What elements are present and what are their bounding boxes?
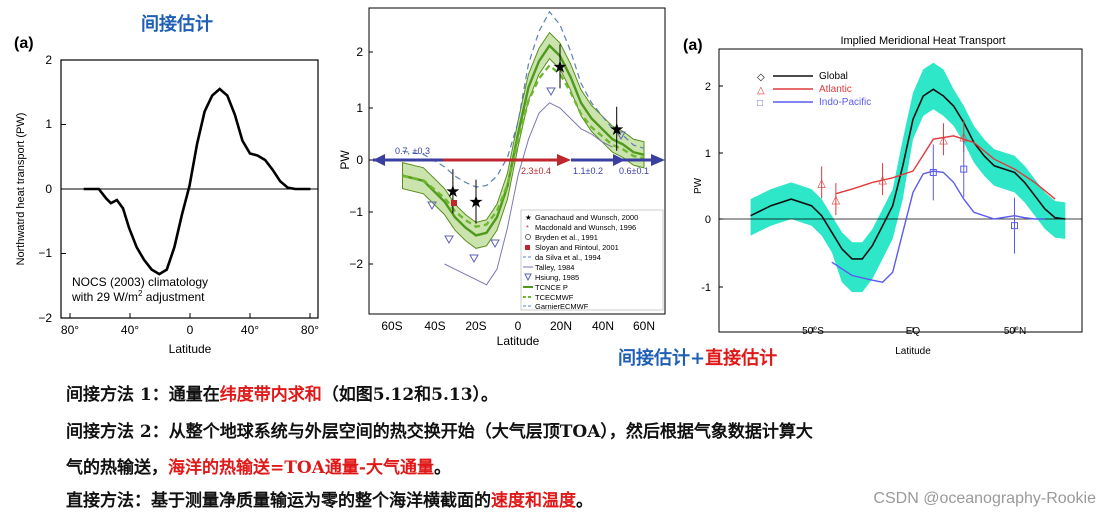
text-line-1: 间接方法 1：通量在纬度带内求和（如图5.12和5.13）。 <box>66 385 499 405</box>
ytick-label: −1 <box>38 246 52 260</box>
text-line-4: 直接方法：基于测量净质量输运为零的整个海洋横截面的速度和温度。 <box>66 491 593 511</box>
xtick-label: 80° <box>301 323 319 337</box>
legend: ★ Ganachaud and Wunsch, 2000 * Macdonald a… <box>520 209 664 311</box>
indirect-estimate-title: 间接估计 <box>141 14 213 35</box>
y-axis-label: PW <box>693 177 704 194</box>
svg-text:★: ★ <box>525 213 532 222</box>
ytick-label: 1 <box>705 148 711 160</box>
garnier-series <box>402 10 645 188</box>
svg-text:□: □ <box>757 98 763 109</box>
legend-entry: Bryden et al., 1991 <box>535 233 598 242</box>
text-line-3: 气的热输送，海洋的热输送=TOA通量-大气通量。 <box>66 458 451 478</box>
talley-series <box>444 102 613 286</box>
legend-entry: Ganachaud and Wunsch, 2000 <box>535 213 638 222</box>
panel-label: (a) <box>683 37 703 54</box>
legend-entry: Hsiung, 1985 <box>535 273 579 282</box>
x-axis-label: Latitude <box>895 346 931 357</box>
ganachaud-star: ★ <box>445 182 460 201</box>
combined-estimate-title: 间接估计+直接估计 <box>618 348 778 369</box>
panel-label: (a) <box>14 35 34 52</box>
xtick-label: 40° <box>121 323 139 337</box>
xtick-label: 40S <box>424 319 445 333</box>
arrow-south-head <box>373 154 385 166</box>
indo-pacific-series <box>831 170 1045 283</box>
tcncep-uncertainty-band <box>402 31 645 249</box>
xtick-label: 80° <box>61 323 79 337</box>
xtick-label: 60N <box>633 319 655 333</box>
legend-entry: Atlantic <box>819 84 852 95</box>
ytick-label: 0 <box>705 214 711 226</box>
legend-entry: Sloyan and Rintoul, 2001 <box>535 243 619 252</box>
y-axis-label: Northwatrd heat transport (PW) <box>15 113 27 266</box>
ytick-label: −2 <box>38 311 52 325</box>
ytick-label: 0 <box>356 153 363 167</box>
legend-entry: Indo-Pacific <box>819 97 871 108</box>
global-series <box>750 88 1066 260</box>
chart-title: Implied Meridional Heat Transport <box>840 35 1005 47</box>
xtick-label: 20N <box>550 319 572 333</box>
xtick-label: 0 <box>187 323 194 337</box>
note-line-1: NOCS (2003) climatology <box>72 275 208 289</box>
arrow-north-head <box>651 154 665 166</box>
ytick-label: −2 <box>349 257 363 271</box>
text-line-2: 间接方法 2：从整个地球系统与外层空间的热交换开始（大气层顶TOA），然后根据气… <box>66 422 813 442</box>
xtick-label: EQ <box>906 326 921 337</box>
chart-nocs-heat-transport: (a) 2 1 0 −1 −2 80° 40° 0 40° 80° Latitu… <box>14 35 319 356</box>
tcncep-series <box>402 43 645 237</box>
nocs-transport-series <box>83 87 311 276</box>
xtick-label: 0 <box>515 319 522 333</box>
hsiung-markers <box>427 87 626 264</box>
ytick-label: 2 <box>356 45 363 59</box>
legend: ◇ Global △ Atlantic □ Indo-Pacific <box>757 71 871 109</box>
arrow-label: 1.1±0.2 <box>573 166 603 176</box>
legend-entry: Talley, 1984 <box>535 263 574 272</box>
legend-entry: da Silva et al., 1994 <box>535 253 601 262</box>
ganachaud-star: ★ <box>609 120 624 139</box>
ytick-label: 0 <box>45 182 52 196</box>
legend-entry: TCECMWF <box>535 293 574 302</box>
xtick-label: 50°N <box>1004 326 1026 337</box>
ytick-label: 1 <box>45 117 52 131</box>
svg-text:*: * <box>526 223 529 232</box>
legend-entry: GarnierECMWF <box>535 302 589 311</box>
watermark: CSDN @oceanography-Rookie <box>873 490 1096 507</box>
legend-entry: TCNCE P <box>535 283 568 292</box>
tcecmwf-series <box>402 63 645 228</box>
note-line-2: with 29 W/m2 adjustment <box>71 289 205 304</box>
xtick-label: 50°S <box>802 326 824 337</box>
arrow-label: 0.6±0.1 <box>619 166 649 176</box>
ganachaud-star: ★ <box>552 57 567 76</box>
ytick-label: -1 <box>701 282 711 294</box>
x-axis-label: Latitude <box>497 334 540 348</box>
arrow-tropics-head <box>557 154 571 166</box>
ganachaud-markers: ★ ★ ★ ★ <box>445 44 624 224</box>
legend-entry: Global <box>819 71 848 82</box>
svg-text:◇: ◇ <box>757 72 765 83</box>
arrow-label: 0.7, ±0.3 <box>395 146 430 156</box>
global-uncertainty-band <box>750 62 1066 293</box>
xtick-label: 20S <box>465 319 486 333</box>
svg-text:△: △ <box>757 85 765 96</box>
chart-ocean-heat-transport-comparison: 0.7, ±0.3 2.3±0.4 1.1±0.2 0.6±0.1 ★ ★ ★ ★ 2… <box>338 7 666 348</box>
xtick-label: 40° <box>241 323 259 337</box>
x-axis-label: Latitude <box>169 342 212 356</box>
ytick-label: 2 <box>705 81 711 93</box>
y-axis-label: PW <box>338 150 352 170</box>
sloyan-marker <box>451 200 457 206</box>
arrow-label: 2.3±0.4 <box>521 166 551 176</box>
xtick-label: 60S <box>381 319 402 333</box>
chart-implied-meridional-heat-transport: (a) Implied Meridional Heat Transport △△… <box>683 35 1083 357</box>
ytick-label: 2 <box>45 53 52 67</box>
legend-entry: Macdonald and Wunsch, 1996 <box>535 223 636 232</box>
xtick-label: 40N <box>592 319 614 333</box>
ytick-label: 1 <box>356 101 363 115</box>
ytick-label: −1 <box>349 205 363 219</box>
ganachaud-star: ★ <box>468 193 483 212</box>
